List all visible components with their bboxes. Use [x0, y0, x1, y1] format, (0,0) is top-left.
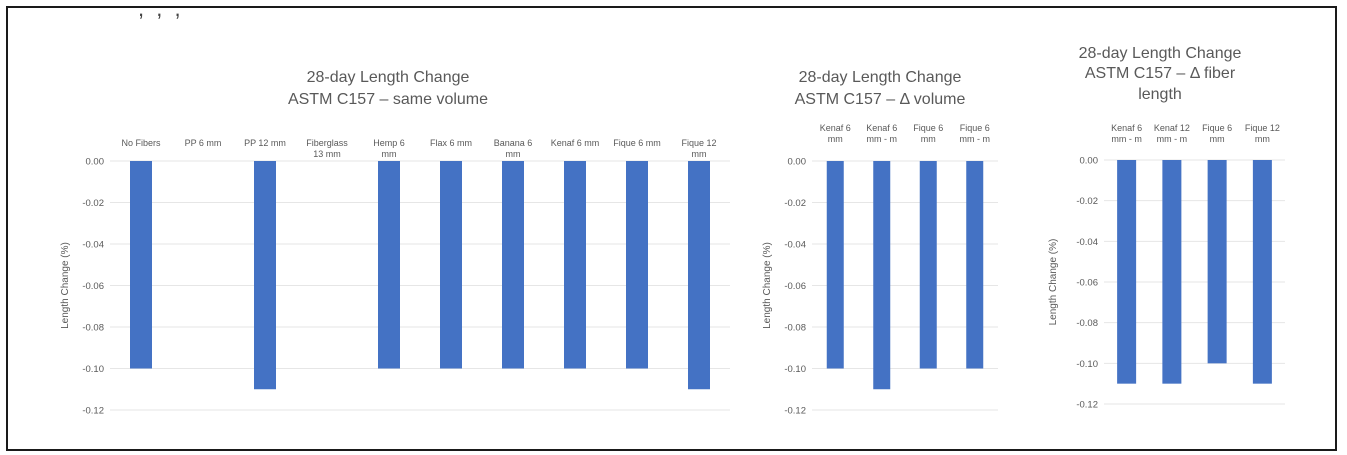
figure-frame: , , ,	[6, 6, 1337, 451]
y-axis-label: Length Change (%)	[762, 242, 773, 329]
y-tick-label: -0.12	[1076, 400, 1098, 411]
y-axis-label: Length Change (%)	[1048, 239, 1059, 326]
y-tick-label: -0.06	[1076, 278, 1098, 289]
bar	[564, 161, 586, 369]
chart-title-line: 28-day Length Change	[799, 69, 962, 86]
category-label: mm	[506, 149, 521, 159]
category-label: PP 12 mm	[244, 138, 286, 148]
chart-3: 28-day Length Change ASTM C157 – Δ fiber l…	[1048, 45, 1285, 411]
bar	[873, 161, 891, 390]
bar	[440, 161, 462, 369]
category-label: Kenaf 6	[820, 123, 851, 133]
y-tick-label: -0.08	[1076, 318, 1098, 329]
category-label: mm	[921, 134, 936, 144]
y-tick-label: -0.04	[82, 240, 104, 251]
chart-2: 28-day Length Change ASTM C157 – Δ volume…	[762, 69, 998, 417]
category-label: mm - m	[960, 134, 991, 144]
bar	[688, 161, 710, 390]
bar	[1207, 160, 1227, 364]
category-label: Kenaf 12	[1154, 123, 1190, 133]
category-label: Fique 12	[681, 138, 716, 148]
chart-1: 28-day Length Change ASTM C157 – same vol…	[60, 69, 730, 417]
bar	[826, 161, 844, 369]
bar	[1162, 160, 1182, 384]
y-tick-label: 0.00	[86, 157, 105, 168]
y-tick-label: 0.00	[788, 157, 807, 168]
y-tick-label: 0.00	[1080, 156, 1099, 167]
y-tick-label: -0.02	[784, 198, 806, 209]
bar	[1117, 160, 1137, 384]
category-label: mm	[382, 149, 397, 159]
category-label: mm	[692, 149, 707, 159]
chart-title-line: ASTM C157 – same volume	[288, 91, 488, 108]
y-tick-label: -0.06	[82, 281, 104, 292]
bar	[626, 161, 648, 369]
category-label: Fique 6	[960, 123, 990, 133]
category-label: mm - m	[867, 134, 898, 144]
category-label: mm	[828, 134, 843, 144]
category-label: Kenaf 6 mm	[551, 138, 600, 148]
chart-title-line: ASTM C157 – Δ volume	[795, 91, 966, 108]
category-label: Fiberglass	[306, 138, 348, 148]
y-tick-label: -0.10	[82, 364, 104, 375]
category-label: Fique 6	[913, 123, 943, 133]
chart-title-line: length	[1138, 86, 1182, 103]
bar	[919, 161, 937, 369]
category-label: mm - m	[1157, 134, 1188, 144]
category-label: Kenaf 6	[866, 123, 897, 133]
cropped-heading-fragment: , , ,	[138, 10, 288, 36]
bar	[502, 161, 524, 369]
y-tick-label: -0.02	[82, 198, 104, 209]
category-label: mm - m	[1111, 134, 1142, 144]
y-tick-label: -0.04	[784, 240, 806, 251]
y-axis-label: Length Change (%)	[60, 242, 71, 329]
category-label: Fique 6 mm	[613, 138, 661, 148]
bar	[378, 161, 400, 369]
bar	[966, 161, 984, 369]
bar	[254, 161, 276, 390]
category-label: No Fibers	[121, 138, 161, 148]
category-label: Hemp 6	[373, 138, 405, 148]
category-label: Fique 6	[1202, 123, 1232, 133]
y-tick-label: -0.04	[1076, 237, 1098, 248]
y-tick-label: -0.08	[784, 323, 806, 334]
chart-title-line: ASTM C157 – Δ fiber	[1085, 65, 1236, 82]
y-tick-label: -0.12	[784, 406, 806, 417]
category-label: PP 6 mm	[185, 138, 222, 148]
y-tick-label: -0.08	[82, 323, 104, 334]
y-tick-label: -0.06	[784, 281, 806, 292]
y-tick-label: -0.10	[1076, 359, 1098, 370]
category-label: Banana 6	[494, 138, 533, 148]
category-label: Kenaf 6	[1111, 123, 1142, 133]
bar	[130, 161, 152, 369]
y-tick-label: -0.02	[1076, 196, 1098, 207]
category-label: mm	[1255, 134, 1270, 144]
chart-title-line: 28-day Length Change	[307, 69, 470, 86]
category-label: 13 mm	[313, 149, 341, 159]
category-label: mm	[1210, 134, 1225, 144]
category-label: Flax 6 mm	[430, 138, 472, 148]
y-tick-label: -0.10	[784, 364, 806, 375]
y-tick-label: -0.12	[82, 406, 104, 417]
bar	[1252, 160, 1272, 384]
chart-title-line: 28-day Length Change	[1079, 45, 1242, 62]
category-label: Fique 12	[1245, 123, 1280, 133]
